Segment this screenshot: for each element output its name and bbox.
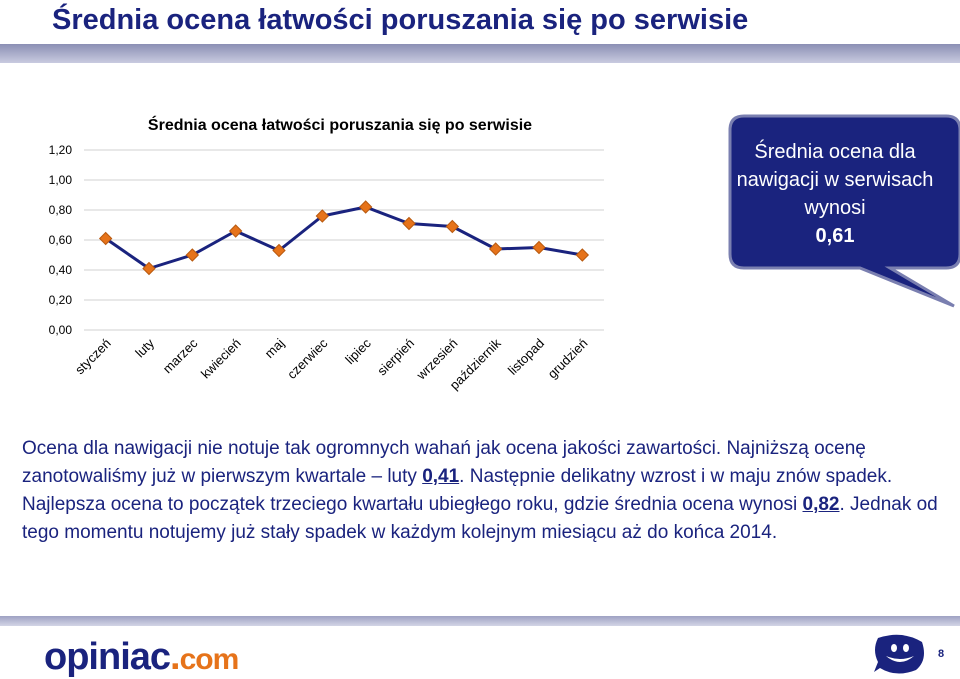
line-chart: Średnia ocena łatwości poruszania się po…: [49, 115, 604, 393]
x-tick-label: marzec: [160, 335, 201, 376]
x-tick-label: lipiec: [342, 335, 374, 367]
x-tick-label: sierpień: [374, 336, 417, 379]
data-point-styczeń: [98, 231, 113, 246]
body-value-feb: 0,41: [422, 466, 460, 487]
data-point-marzec: [185, 248, 200, 262]
body-text-part2: . Następnie delikatny wzrost i w maju zn…: [22, 466, 893, 515]
y-tick-label: 1,20: [49, 143, 73, 157]
data-point-maj: [272, 243, 286, 258]
callout-value: 0,61: [815, 225, 855, 247]
data-point-wrzesień: [445, 219, 460, 234]
series-line: [104, 205, 583, 270]
y-tick-label: 0,40: [49, 263, 73, 277]
opiniac-logo: opiniac.com: [44, 636, 240, 679]
x-tick-label: listopad: [505, 336, 547, 378]
smiley-mascot-icon: [874, 634, 924, 674]
logo-brand: opiniac: [44, 636, 171, 678]
data-point-luty: [142, 261, 156, 276]
callout-bubble: [728, 114, 960, 308]
data-point-sierpień: [402, 216, 416, 231]
callout-text: Średnia ocena dla nawigacji w serwisach …: [730, 138, 940, 250]
data-point-kwiecień: [228, 224, 243, 238]
logo-dot: .: [170, 636, 181, 678]
chart-gridlines: [84, 149, 604, 331]
title-rule: [0, 44, 960, 63]
callout-label: Średnia ocena dla nawigacji w serwisach …: [736, 141, 934, 219]
chart-y-axis: 0,00 0,20 0,40 0,60 0,80 1,00 1,20: [49, 143, 73, 337]
footer-rule: [0, 616, 960, 626]
x-tick-label: luty: [132, 335, 157, 360]
y-tick-label: 0,00: [49, 323, 73, 337]
x-tick-label: czerwiec: [284, 335, 331, 382]
body-text-part3: . Jednak od tego momentu notujemy już st…: [22, 494, 938, 543]
chart-title: Średnia ocena łatwości poruszania się po…: [148, 115, 532, 134]
x-tick-label: styczeń: [72, 336, 114, 378]
x-tick-label: grudzień: [545, 336, 591, 382]
y-tick-label: 0,20: [49, 293, 73, 307]
y-tick-label: 0,80: [49, 203, 73, 217]
body-paragraph: Ocena dla nawigacji nie notuje tak ogrom…: [22, 435, 942, 547]
slide-title: Średnia ocena łatwości poruszania się po…: [52, 4, 749, 36]
chart-series: [98, 200, 590, 276]
data-point-listopad: [532, 240, 546, 255]
y-tick-label: 0,60: [49, 233, 73, 247]
data-point-czerwiec: [315, 209, 330, 223]
data-point-październik: [488, 242, 503, 256]
data-point-lipiec: [358, 200, 373, 214]
x-tick-label: maj: [262, 335, 287, 360]
data-point-grudzień: [575, 248, 590, 262]
body-text-part1: Ocena dla nawigacji nie notuje tak ogrom…: [22, 438, 866, 487]
y-tick-label: 1,00: [49, 173, 73, 187]
body-value-best: 0,82: [802, 494, 840, 515]
logo-tld: com: [179, 643, 240, 676]
x-tick-label: kwiecień: [198, 336, 244, 382]
page-number: 8: [938, 648, 945, 660]
